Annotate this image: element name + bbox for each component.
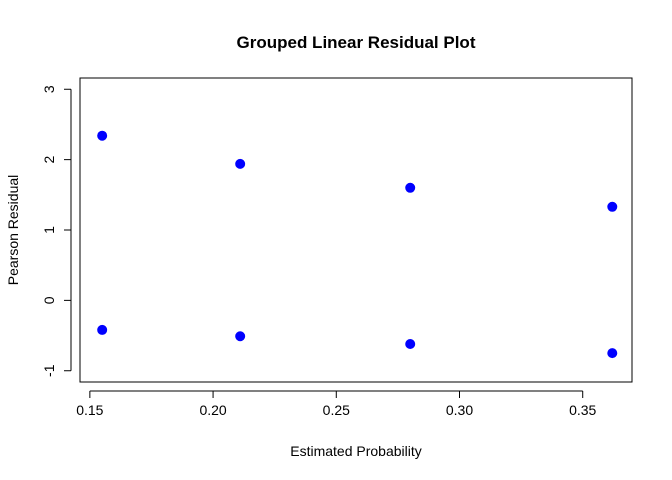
y-tick-label: 2 xyxy=(41,156,57,164)
y-tick-label: 0 xyxy=(41,296,57,304)
x-tick-label: 0.25 xyxy=(323,402,350,418)
x-tick-label: 0.30 xyxy=(446,402,473,418)
data-point xyxy=(235,158,246,169)
x-axis: 0.15 0.20 0.25 0.30 0.35 xyxy=(76,390,597,418)
data-point xyxy=(607,348,618,359)
x-tick-label: 0.35 xyxy=(569,402,596,418)
y-tick-label: -1 xyxy=(41,364,57,377)
data-point xyxy=(405,182,416,193)
plot-frame xyxy=(79,77,633,383)
data-point xyxy=(97,324,108,335)
y-tick-label: 1 xyxy=(41,226,57,234)
data-point xyxy=(235,331,246,342)
y-tick-label: 3 xyxy=(41,85,57,93)
data-point xyxy=(405,339,416,349)
data-point xyxy=(97,130,108,141)
data-points xyxy=(97,130,618,359)
y-axis-label: Pearson Residual xyxy=(5,175,21,286)
data-point xyxy=(607,201,618,212)
x-tick-label: 0.15 xyxy=(76,402,103,418)
y-axis: -1 0 1 2 3 xyxy=(41,85,72,377)
chart-title: Grouped Linear Residual Plot xyxy=(237,33,476,52)
x-tick-label: 0.20 xyxy=(199,402,226,418)
x-axis-label: Estimated Probability xyxy=(290,443,422,459)
